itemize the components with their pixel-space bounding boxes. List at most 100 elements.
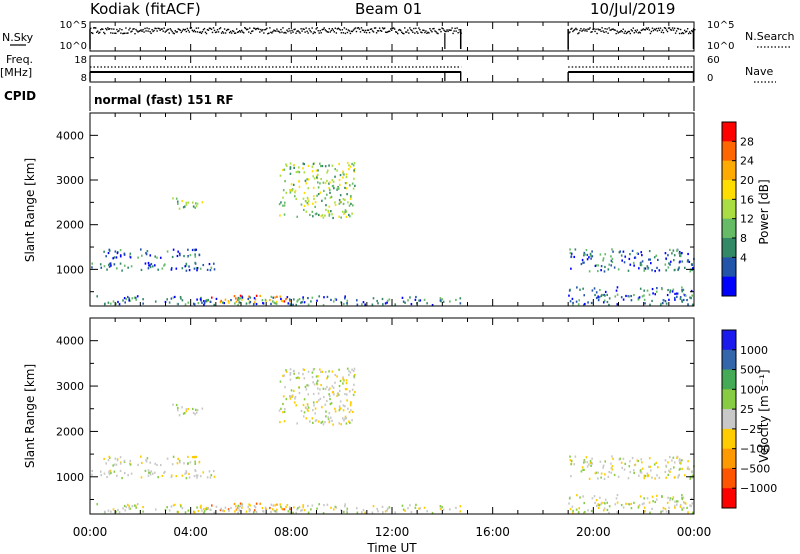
velocity-echo: [261, 506, 264, 510]
power-echo: [631, 249, 634, 252]
velocity-echo: [686, 467, 689, 470]
velocity-echo: [295, 376, 298, 380]
power-echo: [325, 193, 328, 196]
power-echo: [130, 265, 133, 268]
velocity-echo: [679, 462, 682, 465]
nsky-point: [341, 29, 344, 31]
nsky-point: [129, 27, 131, 30]
power-echo: [350, 202, 352, 205]
power-echo: [192, 302, 195, 305]
nsky-point: [134, 32, 136, 35]
power-echo: [346, 301, 348, 305]
power-echo: [157, 268, 159, 271]
velocity-echo: [200, 507, 202, 510]
nsky-point: [135, 28, 137, 31]
power-echo: [297, 299, 299, 302]
nsky-point: [626, 31, 628, 34]
power-echo: [194, 255, 197, 258]
power-echo: [166, 250, 169, 253]
nsky-point: [377, 30, 380, 32]
power-echo: [608, 303, 610, 307]
power-echo: [651, 269, 653, 272]
nave-label: Nave: [745, 65, 773, 78]
power-echo: [300, 301, 302, 304]
power-echo: [602, 257, 605, 260]
velocity-echo: [618, 458, 621, 461]
nsky-point: [385, 31, 388, 34]
nsky-point: [376, 30, 379, 32]
power-echo: [346, 187, 348, 190]
velocity-echo: [338, 389, 341, 393]
nsky-point: [651, 27, 654, 29]
power-echo: [671, 290, 674, 293]
nsky-point: [234, 32, 237, 34]
nsky-point: [278, 30, 280, 33]
velocity-echo: [131, 505, 134, 508]
velocity-echo: [300, 409, 303, 413]
nsky-point: [386, 31, 389, 33]
power-echo: [354, 184, 356, 187]
velocity-echo: [664, 507, 667, 511]
velocity-echo: [315, 375, 318, 378]
velocity-echo: [643, 477, 645, 480]
nsky-point: [412, 31, 414, 33]
velocity-echo: [324, 421, 326, 424]
power-echo: [646, 289, 649, 292]
power-echo: [96, 295, 99, 298]
power-echo: [640, 251, 643, 254]
nsky-point: [188, 31, 191, 33]
nsky-point: [417, 32, 419, 34]
nsky-point: [432, 28, 434, 30]
nsky-point: [409, 27, 411, 29]
power-echo: [680, 252, 682, 255]
velocity-echo: [597, 506, 600, 510]
velocity-echo: [201, 509, 203, 512]
power-echo: [235, 300, 238, 303]
velocity-echo: [599, 460, 602, 463]
velocity-echo: [338, 405, 341, 408]
nsky-point: [648, 29, 651, 31]
velocity-echo: [279, 420, 281, 424]
velocity-echo: [348, 420, 350, 423]
velocity-echo: [326, 375, 329, 378]
power-echo: [252, 303, 255, 306]
power-echo: [172, 197, 174, 200]
power-echo: [604, 265, 606, 269]
power-echo: [302, 296, 304, 299]
velocity-echo: [661, 509, 664, 513]
velocity-echo: [264, 506, 267, 509]
velocity-echo: [604, 473, 606, 476]
power-echo: [320, 164, 322, 168]
velocity-echo: [282, 395, 285, 398]
power-echo: [669, 260, 672, 263]
velocity-echo: [586, 461, 589, 464]
velocity-echo: [172, 403, 174, 406]
velocity-echo: [194, 456, 196, 459]
velocity-echo: [194, 460, 196, 463]
power-echo: [616, 303, 619, 306]
power-echo: [584, 302, 586, 306]
power-echo: [206, 268, 209, 272]
power-echo: [292, 163, 295, 167]
power-echo: [285, 163, 287, 166]
power-echo: [681, 290, 684, 293]
nsky-point: [260, 28, 262, 31]
velocity-echo: [349, 401, 352, 404]
nsky-point: [132, 28, 134, 30]
nsky-point: [324, 29, 326, 31]
nsky-point: [144, 27, 146, 30]
power-echo: [188, 265, 190, 268]
power-echo: [289, 172, 292, 175]
velocity-echo: [177, 457, 179, 460]
power-echo: [302, 197, 305, 200]
power-echo: [344, 181, 347, 185]
power-echo: [312, 215, 314, 218]
nsky-point: [345, 28, 348, 30]
nsky-point: [230, 32, 233, 34]
nsky-point: [669, 28, 672, 31]
power-echo: [328, 205, 331, 208]
x-tick-label: 00:00: [677, 525, 712, 539]
nsky-point: [316, 27, 318, 29]
date-title: 10/Jul/2019: [590, 0, 675, 18]
power-echo: [664, 300, 667, 303]
